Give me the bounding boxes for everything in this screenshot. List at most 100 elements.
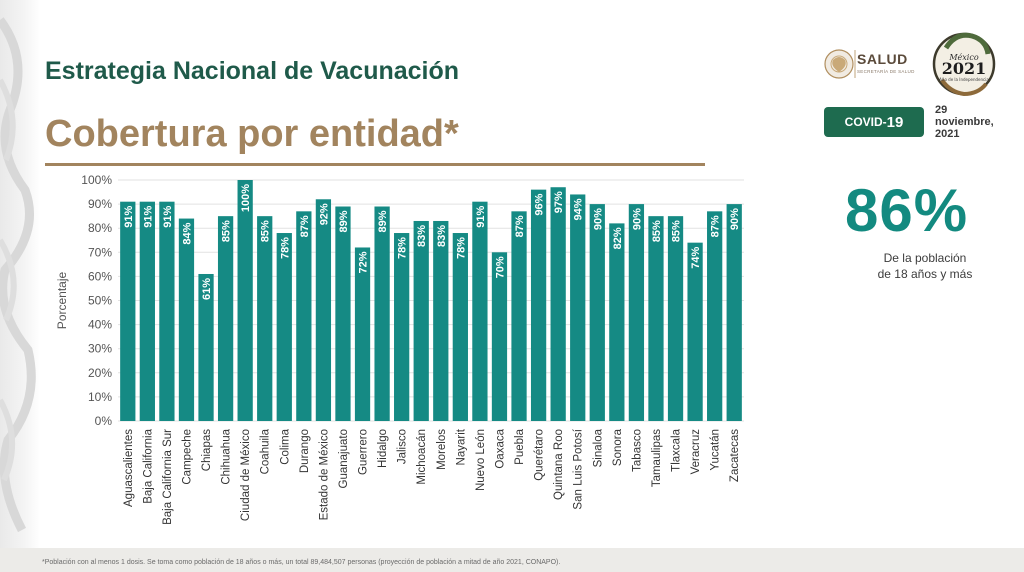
kpi-national-coverage: 86% [845, 177, 969, 244]
x-tick-label: Coahuila [260, 428, 272, 474]
date-day: 29 [935, 104, 948, 116]
bar [296, 211, 312, 421]
bar [687, 242, 703, 421]
x-tick-label: Campeche [181, 429, 193, 485]
bar-data-label: 84% [181, 222, 193, 244]
bar [628, 204, 645, 421]
chart-data-labels: 91% 91% 91% 84% 61% 85% 100% 85% 78% 87% 92% 89% 72%… [123, 184, 741, 300]
y-axis-label: Porcentaje [55, 271, 69, 329]
bar-data-label: 96% [534, 193, 546, 215]
x-tick-label: Chihuahua [221, 428, 233, 484]
bar [413, 220, 429, 421]
y-tick-label: 0% [95, 414, 113, 428]
chart-x-axis: Aguascalientes Baja California Baja Califo… [123, 428, 741, 525]
bar [511, 211, 527, 421]
bar-data-label: 91% [162, 205, 174, 227]
x-tick-label: San Luis Potosí [573, 428, 585, 509]
covid-badge-prefix: COVID- [844, 115, 887, 129]
bar [726, 204, 742, 421]
side-pattern-graphic [0, 17, 36, 533]
bar [335, 206, 351, 421]
bar [198, 273, 214, 421]
bar-data-label: 100% [240, 184, 252, 212]
bar [178, 218, 195, 421]
emblem-year-text: 2021 [942, 59, 987, 78]
x-tick-label: Zacatecas [729, 429, 741, 482]
bar [315, 199, 332, 421]
y-tick-label: 80% [88, 221, 112, 235]
x-tick-label: Oaxaca [494, 428, 506, 468]
y-tick-label: 50% [88, 294, 112, 308]
footer-band [0, 548, 1024, 572]
bar-data-label: 97% [553, 191, 565, 213]
salud-emblem-icon [824, 49, 856, 79]
covid-badge: COVID- 19 [824, 107, 924, 137]
x-tick-label: Baja California [142, 428, 154, 503]
bar [648, 216, 664, 421]
mexico-2021-emblem-icon: México 2021 Año de la Independencia [932, 32, 996, 97]
bar-data-label: 90% [631, 208, 643, 230]
bar-data-label: 61% [201, 278, 213, 300]
x-tick-label: Durango [299, 429, 311, 473]
bar-data-label: 78% [397, 237, 409, 259]
x-tick-label: Veracruz [690, 429, 702, 475]
emblem-tagline-text: Año de la Independencia [939, 77, 989, 82]
coverage-bar-chart: 0%10%20%30%40%50%60%70%80%90%100% 91% 91%… [55, 173, 744, 525]
bar-data-label: 91% [142, 205, 154, 227]
x-tick-label: Michoacán [416, 429, 428, 485]
x-tick-label: Querétaro [534, 429, 546, 481]
x-tick-label: Colima [279, 428, 291, 464]
bar [491, 252, 508, 421]
kpi-caption-line2: de 18 años y más [877, 267, 973, 281]
x-tick-label: Tamaulipas [651, 429, 663, 487]
x-tick-label: Hidalgo [377, 429, 389, 468]
bar-data-label: 78% [279, 237, 291, 259]
bar [120, 201, 136, 421]
x-tick-label: Morelos [436, 429, 448, 470]
bar [550, 187, 566, 421]
bar-data-label: 90% [592, 208, 604, 230]
bar-data-label: 85% [260, 220, 272, 242]
x-tick-label: Chiapas [201, 429, 213, 471]
kpi-caption: De la población de 18 años y más [860, 250, 990, 282]
y-tick-label: 20% [88, 366, 112, 380]
bar-data-label: 92% [318, 203, 330, 225]
salud-logo-tagline: SECRETARÍA DE SALUD [857, 69, 915, 74]
x-tick-label: Jalisco [397, 429, 409, 464]
bar-data-label: 74% [690, 246, 702, 268]
y-tick-label: 100% [81, 173, 112, 187]
y-tick-label: 10% [88, 390, 112, 404]
kpi-caption-line1: De la población [883, 251, 967, 265]
bar-data-label: 87% [514, 215, 526, 237]
bar-data-label: 78% [455, 237, 467, 259]
x-tick-label: Quintana Roo [553, 429, 565, 500]
bar-data-label: 90% [729, 208, 741, 230]
bar [609, 223, 625, 421]
bar-data-label: 83% [436, 225, 448, 247]
y-tick-label: 70% [88, 245, 112, 259]
chart-y-axis: 0% 10% 20% 30% 40% 50% 60% 70% 80% 90% 100% [81, 173, 112, 428]
bar [139, 201, 155, 421]
bar-data-label: 87% [710, 215, 722, 237]
bar-data-label: 85% [671, 220, 683, 242]
page-subtitle: Cobertura por entidad* [45, 113, 459, 155]
bar-data-label: 83% [416, 225, 428, 247]
x-tick-label: Nayarit [455, 428, 467, 465]
y-tick-label: 30% [88, 342, 112, 356]
bar [667, 216, 684, 421]
bar-data-label: 82% [612, 227, 624, 249]
x-tick-label: Ciudad de México [240, 429, 252, 521]
page-title: Estrategia Nacional de Vacunación [45, 57, 460, 85]
bar [257, 216, 273, 421]
bar [237, 180, 253, 421]
bar-data-label: 94% [573, 198, 585, 220]
bar [530, 189, 547, 421]
bar-data-label: 91% [475, 205, 487, 227]
bar [570, 194, 586, 421]
bar-data-label: 91% [123, 205, 135, 227]
bar [394, 233, 410, 421]
bar [374, 206, 390, 421]
y-tick-label: 90% [88, 197, 112, 211]
bar [433, 220, 449, 421]
x-tick-label: Guanajuato [338, 429, 350, 488]
